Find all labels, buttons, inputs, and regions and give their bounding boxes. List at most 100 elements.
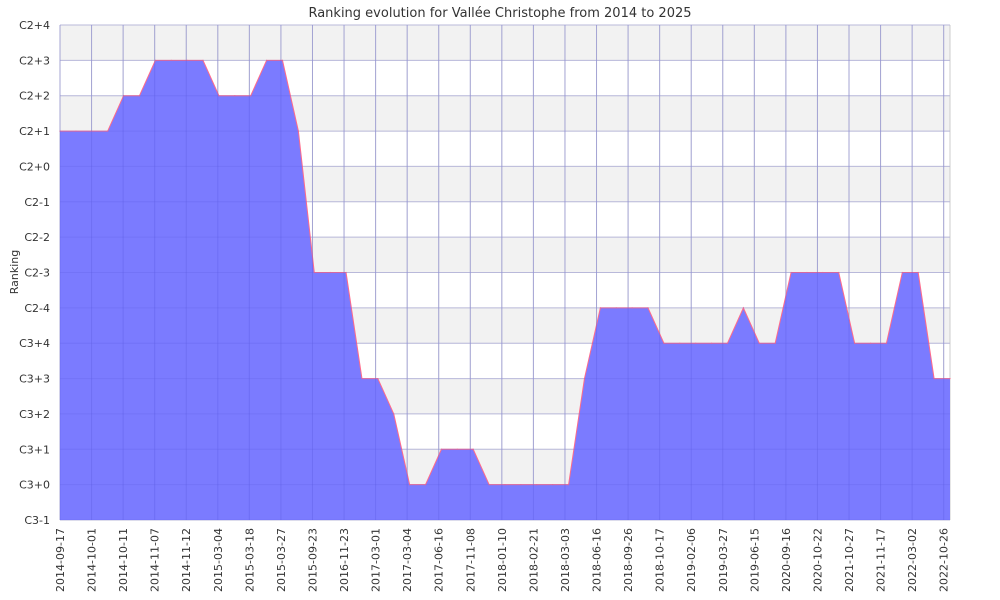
data-point <box>933 377 935 380</box>
data-point <box>599 307 601 309</box>
data-point <box>774 342 776 344</box>
data-point <box>885 342 888 344</box>
y-tick-label: C2+2 <box>19 90 50 103</box>
data-point <box>218 95 220 97</box>
y-tick-label: C2-4 <box>24 302 50 315</box>
data-point <box>297 130 299 132</box>
data-point <box>250 95 252 97</box>
data-point <box>758 342 760 344</box>
x-tick-label: 2016-11-23 <box>338 528 351 592</box>
data-point <box>424 484 427 486</box>
y-tick-label: C3-1 <box>24 514 50 527</box>
ranking-area <box>60 60 950 521</box>
y-tick-labels: C3-1 C3+0 C3+1 C3+2 C3+3 C3+4 C2-4 C2-3 C2-2 C2-1… <box>19 19 50 527</box>
data-point <box>520 484 522 486</box>
x-tick-label: 2014-11-12 <box>180 528 193 592</box>
x-tick-label: 2017-06-16 <box>433 528 446 592</box>
x-tick-label: 2021-11-17 <box>875 528 888 592</box>
data-point <box>949 377 951 380</box>
data-point <box>281 59 284 61</box>
x-tick-label: 2019-06-15 <box>748 528 761 592</box>
y-tick-label: C2+3 <box>19 54 50 67</box>
data-point <box>567 484 570 486</box>
data-point <box>266 59 268 61</box>
y-tick-label: C3+2 <box>19 408 50 421</box>
y-tick-label: C3+1 <box>19 443 50 456</box>
data-point <box>456 448 458 450</box>
x-tick-label: 2014-09-17 <box>54 528 67 592</box>
data-point <box>472 448 474 450</box>
x-tick-label: 2017-03-01 <box>370 528 383 592</box>
data-point <box>869 342 872 344</box>
x-tick-label: 2020-10-22 <box>811 528 824 592</box>
data-point <box>901 271 903 274</box>
data-point <box>647 307 649 309</box>
x-tick-label: 2014-11-07 <box>149 528 162 592</box>
x-tick-labels: 2014-09-17 2014-10-01 2014-10-11 2014-11-07… <box>54 528 951 592</box>
data-point <box>138 95 141 97</box>
data-point <box>393 413 395 415</box>
data-point <box>202 59 204 61</box>
data-point <box>854 342 856 344</box>
data-point <box>536 484 538 486</box>
x-tick-label: 2020-09-16 <box>780 528 793 592</box>
data-point <box>409 484 411 486</box>
y-tick-label: C3+3 <box>19 373 50 386</box>
data-point <box>504 484 506 486</box>
data-point <box>615 307 617 309</box>
x-tick-label: 2017-03-04 <box>401 528 414 592</box>
y-tick-label: C3+0 <box>19 479 50 492</box>
x-tick-label: 2014-10-01 <box>86 528 99 592</box>
data-point <box>822 271 824 274</box>
x-tick-label: 2019-03-27 <box>717 528 730 592</box>
data-point <box>583 377 586 380</box>
data-point <box>313 271 315 274</box>
x-tick-label: 2019-02-06 <box>685 528 698 592</box>
data-point <box>806 271 808 274</box>
x-tick-label: 2015-03-04 <box>212 528 225 592</box>
x-tick-label: 2015-03-27 <box>275 528 288 592</box>
y-tick-label: C2+0 <box>19 160 50 173</box>
data-point <box>917 271 919 274</box>
data-point <box>329 271 331 274</box>
data-point <box>711 342 713 344</box>
data-point <box>838 271 840 274</box>
data-point <box>726 342 729 344</box>
data-point <box>679 342 681 344</box>
data-point <box>488 484 490 486</box>
area-layer <box>59 24 951 521</box>
data-point <box>107 130 109 132</box>
data-point <box>695 342 697 344</box>
x-tick-label: 2018-03-03 <box>559 528 572 592</box>
x-tick-label: 2018-06-16 <box>591 528 604 592</box>
data-point <box>377 377 379 380</box>
data-point <box>742 307 744 309</box>
data-point <box>361 377 363 380</box>
data-point <box>631 307 633 309</box>
data-point <box>345 271 347 274</box>
data-point <box>552 484 554 486</box>
data-point <box>170 59 172 61</box>
y-tick-label: C2+1 <box>19 125 50 138</box>
x-tick-label: 2017-11-08 <box>464 528 477 592</box>
y-axis-title: Ranking <box>8 250 21 295</box>
data-point <box>59 130 61 132</box>
x-tick-label: 2015-09-23 <box>307 528 320 592</box>
data-point <box>234 95 236 97</box>
y-tick-label: C2-1 <box>24 196 50 209</box>
x-tick-label: 2018-02-21 <box>527 528 540 592</box>
data-point <box>790 271 792 274</box>
y-tick-label: C2+4 <box>19 19 50 32</box>
data-point <box>122 95 125 97</box>
y-tick-label: C3+4 <box>19 337 50 350</box>
data-point <box>75 130 77 132</box>
data-point <box>154 59 156 61</box>
chart-title: Ranking evolution for Vallée Christophe … <box>308 6 691 21</box>
data-point <box>186 59 188 61</box>
band <box>60 25 950 61</box>
x-tick-label: 2021-10-27 <box>843 528 856 592</box>
x-tick-label: 2015-03-18 <box>243 528 256 592</box>
data-point <box>440 448 443 450</box>
x-tick-label: 2018-10-17 <box>654 528 667 592</box>
